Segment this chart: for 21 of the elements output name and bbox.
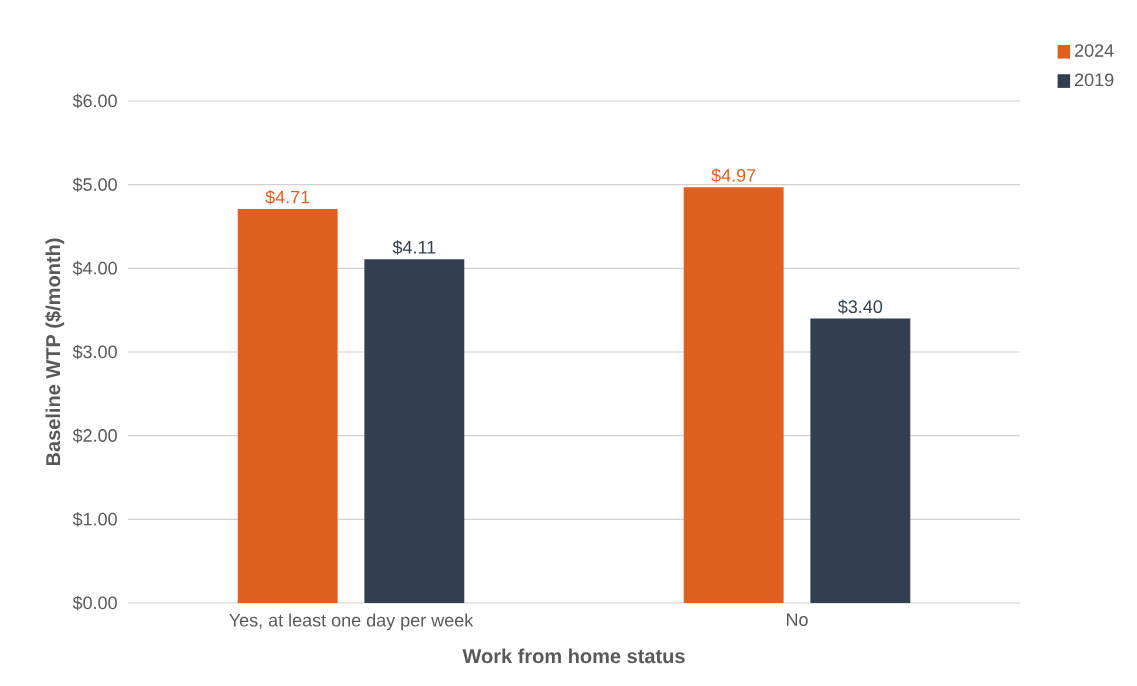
y-tick-label: $4.00 (72, 261, 117, 276)
bar (237, 208, 338, 603)
x-tick-label: Yes, at least one day per week (229, 613, 474, 631)
data-label: $3.40 (838, 299, 883, 315)
legend-label: 2019 (1075, 73, 1114, 87)
data-label: $4.71 (265, 189, 310, 205)
y-tick-label: $6.00 (72, 93, 117, 109)
y-tick-label: $1.00 (72, 512, 117, 527)
x-tick-label: No (786, 613, 808, 626)
data-label: $4.11 (392, 240, 436, 255)
x-axis-title: Work from home status (462, 648, 685, 664)
bar (364, 259, 465, 603)
bar (810, 318, 911, 603)
legend-label: 2024 (1075, 44, 1114, 57)
y-tick-label: $2.00 (72, 428, 117, 443)
y-tick-label: $3.00 (72, 344, 117, 360)
bar (683, 187, 784, 603)
y-tick-label: $0.00 (72, 595, 117, 611)
y-axis-title: Baseline WTP ($/month) (45, 238, 65, 466)
y-tick-label: $5.00 (72, 177, 117, 192)
data-label: $4.97 (711, 168, 756, 183)
